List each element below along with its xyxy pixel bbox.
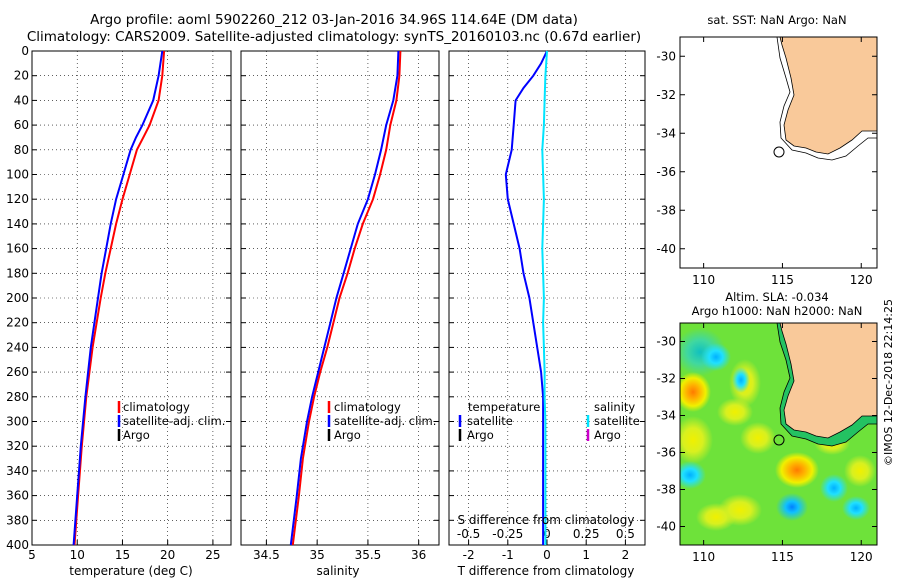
x-top-tick-label: 0.5 (616, 527, 635, 541)
x-tick-label: 35.5 (355, 548, 382, 562)
y-tick-label: 260 (6, 365, 29, 379)
map-x-tick-label: 110 (692, 550, 715, 564)
map-x-tick-label: 115 (771, 273, 794, 287)
difference-xlabel: T difference from climatology (457, 564, 635, 578)
legend-t-argo: Argo (467, 428, 494, 442)
x-tick-label: 5 (28, 548, 36, 562)
x-tick-label: 10 (70, 548, 85, 562)
legend-t-satellite: satellite (467, 414, 513, 428)
series-line-s-satellite (541, 50, 548, 545)
map-x-tick-label: 115 (771, 550, 794, 564)
imos-credit: ©IMOS 12-Dec-2018 22:14:25 (882, 299, 895, 466)
argo-location-marker (773, 146, 785, 158)
map-y-tick-label: -40 (656, 242, 676, 256)
y-tick-label: 20 (14, 69, 29, 83)
series-line-satellite-adj-clim- (289, 50, 400, 546)
y-tick-label: 300 (6, 415, 29, 429)
x-top-tick-label: -0.5 (457, 527, 480, 541)
title-line-1: Argo profile: aoml 5902260_212 03-Jan-20… (90, 12, 578, 28)
salinity-xlabel: salinity (316, 564, 359, 578)
series-line-t-satellite (504, 50, 548, 545)
y-tick-label: 320 (6, 439, 29, 453)
legend-argo: Argo (123, 428, 150, 442)
shelf-contour (776, 323, 877, 447)
sla-map-subtitle: Argo h1000: NaN h2000: NaN (692, 304, 863, 318)
map-x-tick-label: 110 (692, 273, 715, 287)
y-tick-label: 200 (6, 291, 29, 305)
y-tick-label: 80 (14, 143, 29, 157)
y-tick-label: 0 (21, 44, 29, 58)
x-tick-label: 35 (310, 548, 325, 562)
sst-map-title: sat. SST: NaN Argo: NaN (707, 13, 846, 27)
sst-map (679, 36, 878, 269)
legend-climatology: climatology (123, 400, 190, 414)
map-y-tick-label: -38 (656, 203, 676, 217)
map-x-tick-label: 120 (850, 550, 873, 564)
y-tick-label: 360 (6, 489, 29, 503)
map-y-tick-label: -40 (656, 520, 676, 534)
x-top-tick-label: 0.25 (573, 527, 600, 541)
x-top-tick-label: 0 (543, 527, 551, 541)
map-y-tick-label: -32 (656, 372, 676, 386)
x-tick-label: 2 (622, 548, 630, 562)
x-tick-label: 36 (411, 548, 426, 562)
temperature-panel (31, 50, 232, 546)
x-tick-label: -2 (463, 548, 475, 562)
map-y-tick-label: -36 (656, 165, 676, 179)
legend-satellite: satellite-adj. clim. (123, 414, 225, 428)
x-tick-label: 34.5 (253, 548, 280, 562)
map-y-tick-label: -32 (656, 88, 676, 102)
title-line-2: Climatology: CARS2009. Satellite-adjuste… (26, 29, 642, 45)
y-tick-label: 340 (6, 464, 29, 478)
land-mass (779, 36, 878, 155)
difference-legend: temperature satellite Argo salinity sate… (458, 400, 640, 442)
y-tick-label: 140 (6, 217, 29, 231)
argo-location-marker (773, 434, 785, 446)
x-tick-label: -1 (502, 548, 514, 562)
y-tick-label: 40 (14, 93, 29, 107)
x-tick-label: 20 (160, 548, 175, 562)
y-tick-label: 240 (6, 340, 29, 354)
legend-argo: Argo (334, 428, 361, 442)
y-tick-label: 60 (14, 118, 29, 132)
legend-salinity-title: salinity (594, 400, 635, 414)
legend-climatology: climatology (334, 400, 401, 414)
x-top-tick-label: -0.25 (492, 527, 523, 541)
x-tick-label: 25 (205, 548, 220, 562)
sla-map-title: Altim. SLA: -0.034 (725, 290, 829, 304)
temperature-xlabel: temperature (deg C) (69, 564, 192, 578)
map-x-tick-label: 120 (850, 273, 873, 287)
land-mass (779, 323, 877, 439)
y-tick-label: 160 (6, 242, 29, 256)
legend-s-argo: Argo (594, 428, 621, 442)
temperature-legend: climatology satellite-adj. clim. Argo (117, 400, 225, 442)
y-tick-label: 180 (6, 266, 29, 280)
x-tick-label: 0 (543, 548, 551, 562)
sla-map (680, 323, 877, 545)
y-tick-label: 220 (6, 316, 29, 330)
y-tick-label: 100 (6, 168, 29, 182)
map-y-tick-label: -30 (656, 335, 676, 349)
map-y-tick-label: -30 (656, 49, 676, 63)
x-tick-label: 1 (582, 548, 590, 562)
legend-satellite: satellite-adj. clim. (334, 414, 436, 428)
map-y-tick-label: -34 (656, 409, 676, 423)
series-line-climatology (291, 50, 402, 546)
x-tick-label: 15 (115, 548, 130, 562)
difference-xlabel-top: S difference from climatology (458, 513, 635, 527)
y-tick-label: 280 (6, 390, 29, 404)
map-y-tick-label: -36 (656, 446, 676, 460)
map-y-tick-label: -38 (656, 483, 676, 497)
salinity-legend: climatology satellite-adj. clim. Argo (327, 400, 436, 442)
y-tick-label: 120 (6, 192, 29, 206)
map-y-tick-label: -34 (656, 126, 676, 140)
y-tick-label: 380 (6, 513, 29, 527)
series-line-satellite-adj-clim- (72, 50, 164, 546)
y-tick-label: 400 (6, 538, 29, 552)
legend-s-satellite: satellite (594, 414, 640, 428)
legend-temperature-title: temperature (468, 400, 540, 414)
shelf-contour (776, 36, 877, 161)
difference-panel (448, 50, 646, 546)
